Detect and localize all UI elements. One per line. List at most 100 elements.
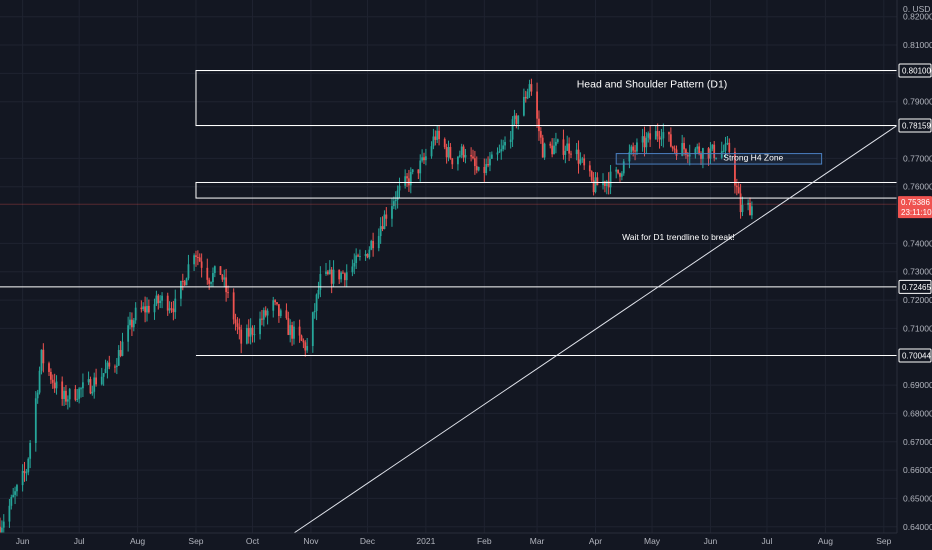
candle-body	[617, 169, 620, 174]
price-tag-box	[898, 348, 932, 363]
candle-body	[168, 308, 171, 311]
candle-body	[23, 470, 26, 473]
candle-body	[394, 199, 397, 202]
candle-body	[553, 145, 555, 155]
time-axis-bg	[0, 533, 932, 550]
candle-body	[87, 379, 90, 383]
candle-body	[353, 263, 356, 267]
candle-body	[686, 154, 689, 157]
candle-body	[10, 497, 13, 506]
candle-body	[737, 187, 740, 194]
time-axis[interactable]: Jun Jul Aug Sep Oct Nov Dec 2021 Feb Mar Apr May Jun…	[0, 532, 932, 550]
price-tag-label: 0.80100	[902, 67, 931, 76]
price-axis-bg	[897, 0, 932, 550]
candle-body	[289, 325, 292, 335]
candle-body	[645, 137, 648, 148]
candle-body	[424, 156, 427, 161]
candle-body	[489, 158, 491, 166]
candle-body	[12, 494, 15, 498]
x-tick-label: Dec	[360, 536, 376, 546]
x-tick-label: Aug	[818, 536, 833, 546]
candle-body	[153, 304, 156, 313]
candle-body	[63, 390, 65, 399]
y-tick-label: 0.67000	[903, 437, 932, 447]
candle-body	[117, 350, 120, 366]
candle-body	[343, 273, 346, 281]
candle-body	[29, 442, 32, 459]
y-tick-label: 0.76000	[903, 182, 932, 192]
candle-body	[562, 139, 565, 155]
candle-body	[223, 277, 226, 280]
grid	[0, 0, 897, 533]
candle-body	[159, 300, 162, 304]
candle-body	[213, 266, 216, 274]
candle-body	[170, 308, 173, 310]
candle-body	[140, 307, 143, 310]
price-tags: 0.80100 0.78159 0.72465 0.70044 0.7538623:11…	[898, 63, 932, 363]
candle-body	[102, 373, 105, 377]
candle-body	[720, 151, 723, 158]
y-tick-label: 0.66000	[903, 465, 932, 475]
candle-body	[132, 320, 135, 328]
candle-body	[404, 176, 407, 186]
candle-body	[174, 298, 177, 313]
price-axis[interactable]: 0. USD 0.64000 0.65000 0.66000 0.67000 0.6800…	[896, 0, 932, 550]
candle-body	[287, 317, 290, 335]
price-tag-label: 0.72465	[902, 283, 931, 292]
candle-body	[662, 132, 665, 139]
zone-box-0	[195, 70, 898, 127]
x-tick-label: 2021	[416, 536, 435, 546]
y-tick-label: 0.64000	[903, 522, 932, 532]
candle-body	[304, 342, 307, 351]
candle-body	[462, 146, 465, 158]
candle-body	[106, 362, 109, 369]
candle-body	[470, 155, 473, 157]
candle-body	[551, 145, 554, 155]
candle-body	[575, 149, 578, 155]
candle-body	[604, 181, 606, 186]
candle-body	[602, 181, 604, 186]
candle-body	[253, 334, 256, 336]
y-tick-label: 0.71000	[903, 323, 932, 333]
y-tick-label: 0.79000	[903, 97, 932, 107]
candle-body	[634, 150, 636, 152]
candle-body	[511, 119, 514, 140]
candle-body	[472, 156, 474, 159]
candle-body	[541, 137, 544, 158]
candle-body	[221, 274, 224, 280]
candle-body	[622, 161, 625, 174]
y-tick-label: 0.68000	[903, 408, 932, 418]
candle-body	[157, 295, 160, 304]
candle-body	[181, 280, 184, 282]
candle-body	[272, 300, 275, 311]
trendline	[293, 125, 898, 534]
candle-body	[200, 261, 203, 268]
candle-body	[583, 158, 586, 166]
y-tick-label: 0.82000	[903, 12, 932, 22]
candle-body	[89, 379, 92, 394]
candle-body	[715, 157, 717, 159]
candle-body	[332, 269, 335, 284]
price-tag-box	[898, 279, 932, 294]
candle-body	[749, 202, 751, 216]
candle-body	[166, 295, 169, 311]
candle-body	[279, 310, 282, 316]
y-tick-label: 0.65000	[903, 493, 932, 503]
candle-body	[198, 257, 201, 262]
candle-body	[726, 142, 729, 144]
candle-body	[76, 398, 79, 400]
candle-body	[134, 307, 137, 321]
candle-body	[443, 139, 446, 148]
candle-body	[496, 152, 499, 155]
candle-body	[342, 272, 344, 274]
candle-body	[555, 141, 557, 146]
candle-body	[498, 151, 501, 153]
y-tick-label: 0.69000	[903, 380, 932, 390]
candle-body	[277, 304, 280, 316]
annotation-label: Head and Shoulder Pattern (D1)	[577, 79, 728, 91]
price-tag-label: 0.70044	[902, 352, 931, 361]
candle-body	[391, 206, 393, 219]
candle-body	[340, 272, 342, 280]
x-tick-label: Mar	[530, 536, 545, 546]
